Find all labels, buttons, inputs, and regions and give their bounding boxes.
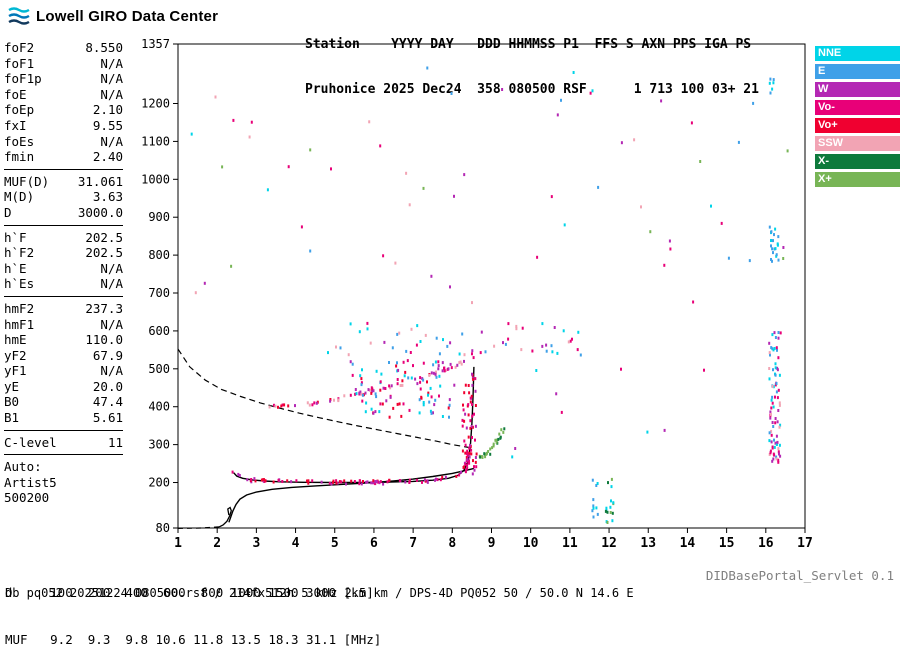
readout-yF1: yF1 N/A xyxy=(4,363,123,379)
svg-text:200: 200 xyxy=(148,476,170,490)
readout-foF1p: foF1p N/A xyxy=(4,71,123,87)
svg-text:12: 12 xyxy=(601,536,617,551)
readout-B0: B0 47.4 xyxy=(4,394,123,410)
readout-fmin: fmin 2.40 xyxy=(4,149,123,165)
readout-foEs: foEs N/A xyxy=(4,133,123,149)
svg-text:4: 4 xyxy=(292,536,300,551)
readout-text: Artist5 xyxy=(4,474,57,490)
svg-text:400: 400 xyxy=(148,400,170,414)
readout-h`F: h`F 202.5 xyxy=(4,229,123,245)
legend-item-nne: NNE xyxy=(815,46,900,61)
readout-foEp: foEp 2.10 xyxy=(4,102,123,118)
readout-foE: foE N/A xyxy=(4,86,123,102)
svg-text:800: 800 xyxy=(148,248,170,262)
echo-direction-legend: NNE E W Vo- Vo+ SSW X- X+ xyxy=(815,46,900,190)
readout-hmE: hmE 110.0 xyxy=(4,332,123,348)
svg-text:10: 10 xyxy=(523,536,539,551)
readout-fxI: fxI 9.55 xyxy=(4,117,123,133)
svg-text:9: 9 xyxy=(488,536,496,551)
readout-B1: B1 5.61 xyxy=(4,410,123,426)
svg-text:11: 11 xyxy=(562,536,578,551)
readout-yE: yE 20.0 xyxy=(4,378,123,394)
svg-text:17: 17 xyxy=(797,536,813,551)
readout-text: Auto: xyxy=(4,459,42,475)
svg-text:900: 900 xyxy=(148,210,170,224)
svg-text:300: 300 xyxy=(148,438,170,452)
readout-group: h`F 202.5 h`F2 202.5 h`E N/A h`Es N/A xyxy=(4,230,123,297)
readout-foF2: foF2 8.550 xyxy=(4,40,123,55)
legend-item-x-: X- xyxy=(815,154,900,169)
ionogram-chart: 8020030040050060070080090010001100120013… xyxy=(141,37,813,551)
legend-item-vo-: Vo+ xyxy=(815,118,900,133)
svg-text:7: 7 xyxy=(409,536,417,551)
readout-group: MUF(D) 31.061 M(D) 3.63 D 3000.0 xyxy=(4,174,123,226)
muf-distance-table: D 100 200 400 600 800 1000 1500 3000 [km… xyxy=(5,554,381,663)
readout-text: 500200 xyxy=(4,490,50,506)
svg-text:13: 13 xyxy=(640,536,656,551)
logo-text: Lowell GIRO Data Center xyxy=(36,7,219,25)
legend-item-ssw: SSW xyxy=(815,136,900,151)
readout-MUF(D): MUF(D) 31.061 xyxy=(4,173,123,189)
legend-item-x-: X+ xyxy=(815,172,900,187)
readout-group: hmF2 237.3 hmF1 N/A hmE 110.0 yF2 67.9 yF1 N/A yE 2… xyxy=(4,301,123,431)
readout-h`F2: h`F2 202.5 xyxy=(4,245,123,261)
lowell-giro-logo: Lowell GIRO Data Center xyxy=(8,6,218,26)
svg-text:1357: 1357 xyxy=(141,37,170,51)
svg-text:1: 1 xyxy=(174,536,182,551)
readout-group: C-level 11 xyxy=(4,435,123,456)
parameter-readouts-panel: foF2 8.550 foF1 N/A foF1p N/A foE N/A foEp 2.10 fx… xyxy=(4,40,123,514)
svg-text:80: 80 xyxy=(156,521,170,535)
readout-M(D): M(D) 3.63 xyxy=(4,189,123,205)
svg-text:16: 16 xyxy=(758,536,774,551)
muf-row: MUF 9.2 9.3 9.8 10.6 11.8 13.5 18.3 31.1… xyxy=(5,631,382,647)
readout-hmF1: hmF1 N/A xyxy=(4,316,123,332)
legend-item-e: E xyxy=(815,64,900,79)
svg-text:600: 600 xyxy=(148,324,170,338)
svg-text:15: 15 xyxy=(719,536,735,551)
svg-text:500: 500 xyxy=(148,362,170,376)
readout-group: Auto: Artist5 500200 xyxy=(4,459,123,510)
svg-text:1200: 1200 xyxy=(141,97,170,111)
station-header-values: Pruhonice 2025 Dec24 358 080500 RSF 1 71… xyxy=(305,82,759,97)
svg-text:700: 700 xyxy=(148,286,170,300)
svg-text:8: 8 xyxy=(448,536,456,551)
svg-text:14: 14 xyxy=(680,536,696,551)
readout-D: D 3000.0 xyxy=(4,204,123,220)
readout-h`E: h`E N/A xyxy=(4,260,123,276)
svg-text:1100: 1100 xyxy=(141,134,170,148)
readout-yF2: yF2 67.9 xyxy=(4,347,123,363)
svg-text:5: 5 xyxy=(331,536,339,551)
svg-text:1000: 1000 xyxy=(141,172,170,186)
readout-h`Es: h`Es N/A xyxy=(4,276,123,292)
readout-C-level: C-level 11 xyxy=(4,434,123,450)
legend-item-w: W xyxy=(815,82,900,97)
servlet-version: DIDBasePortal_Servlet 0.1 xyxy=(705,568,894,583)
svg-text:6: 6 xyxy=(370,536,378,551)
readout-hmF2: hmF2 237.3 xyxy=(4,300,123,316)
measurement-footer: db pq052 20251224 080500.rsf / 214fx512h… xyxy=(5,586,634,600)
distance-row: D 100 200 400 600 800 1000 1500 3000 [km… xyxy=(5,585,374,600)
readout-group: foF2 8.550 foF1 N/A foF1p N/A foE N/A foEp 2.10 fx… xyxy=(4,40,123,170)
svg-text:2: 2 xyxy=(213,536,221,551)
readout-foF1: foF1 N/A xyxy=(4,55,123,71)
legend-item-vo-: Vo- xyxy=(815,100,900,115)
svg-text:3: 3 xyxy=(252,536,260,551)
giro-logo-icon xyxy=(8,7,30,25)
